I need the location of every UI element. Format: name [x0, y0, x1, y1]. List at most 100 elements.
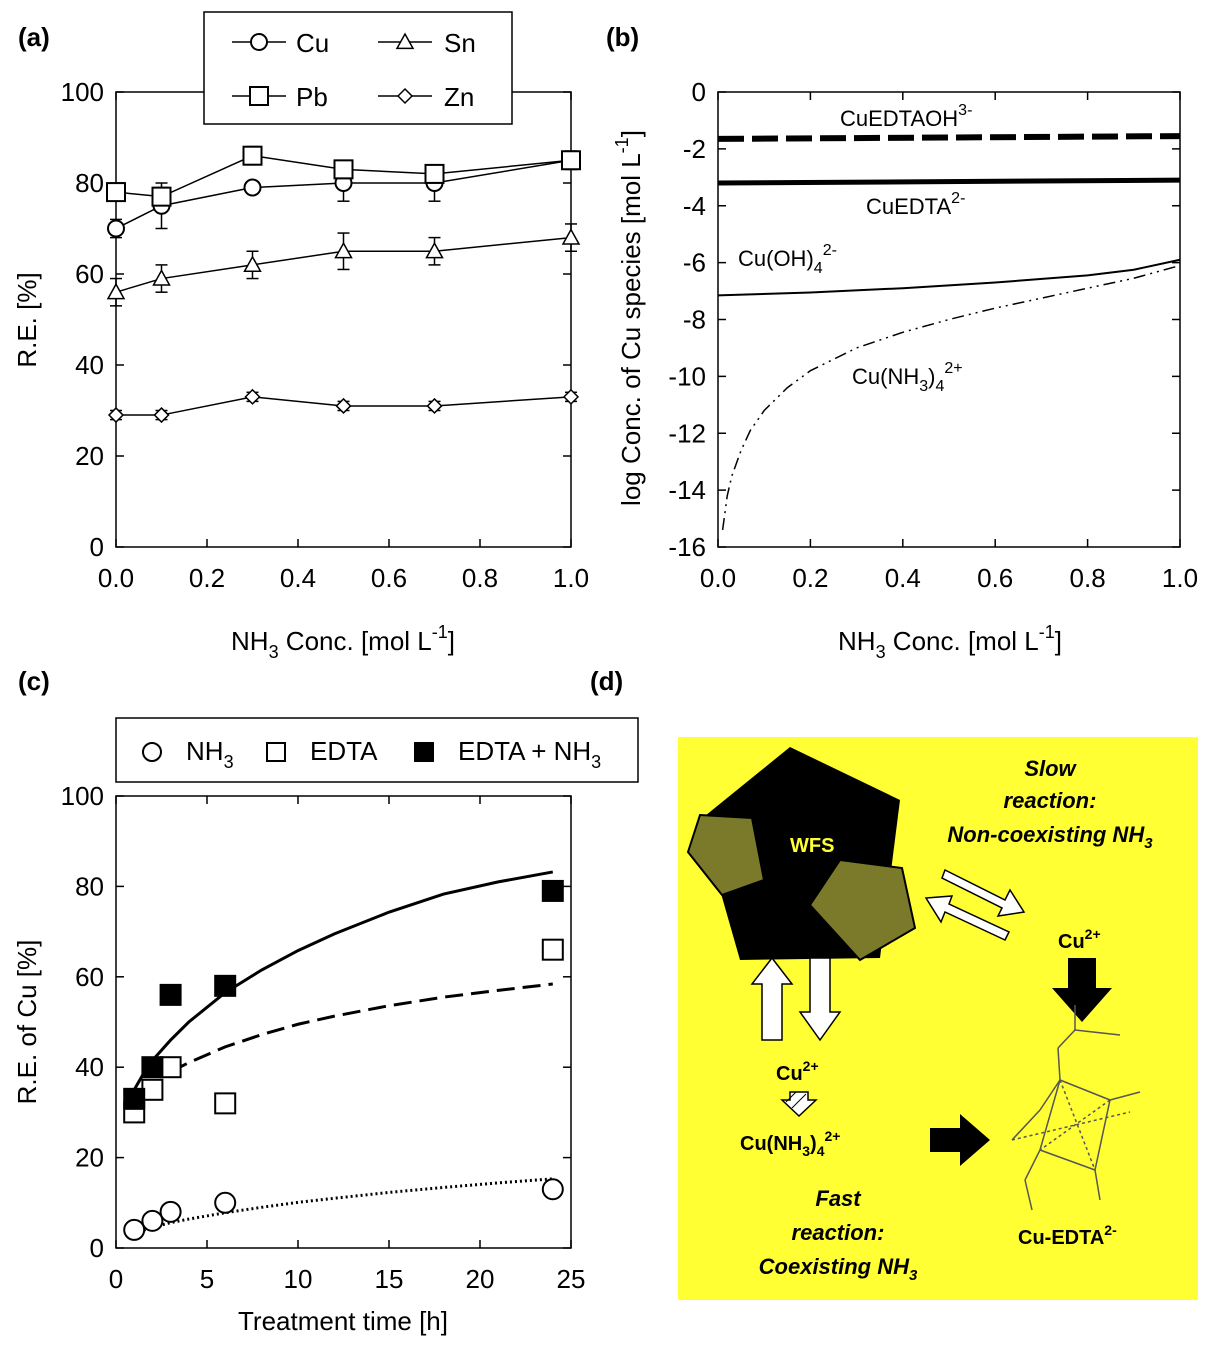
y-tick-label: -4 [683, 191, 706, 221]
legend-label-zn: Zn [444, 82, 474, 112]
cu-edta-structure-icon [1011, 1005, 1141, 1211]
point-sn [561, 228, 581, 245]
x-tick-label: 0.4 [885, 563, 921, 593]
x-tick-label: 0.6 [371, 563, 407, 593]
x-tick-label: 0.8 [1070, 563, 1106, 593]
point-zn [244, 388, 261, 405]
point-sn [152, 269, 171, 286]
point-sn [106, 282, 126, 300]
x-tick-label: 0.8 [462, 563, 498, 593]
chart-c-legend: NH3 EDTA EDTA + NH3 [115, 717, 639, 783]
y-tick-label: 100 [61, 77, 104, 107]
panel-label-c: (c) [18, 666, 50, 696]
cu-ion-right: Cu2+ [1058, 926, 1101, 953]
y-tick-label: 80 [75, 168, 104, 198]
point-sn [243, 255, 262, 273]
point-sn [425, 241, 444, 259]
y-tick-label: 40 [75, 350, 104, 380]
y-tick-label: -12 [668, 418, 706, 448]
legend-label-2: EDTA + NH3 [458, 736, 601, 772]
x-tick-label: 0.0 [98, 563, 134, 593]
series-line-sn [115, 236, 572, 293]
fit-line-0 [133, 1177, 553, 1235]
fit-line-1 [169, 982, 553, 1074]
x-tick-label: 1.0 [1162, 563, 1198, 593]
species-line-3 [721, 264, 1181, 531]
chart-c-ylabel: R.E. of Cu [%] [12, 940, 42, 1105]
legend-marker-1 [266, 742, 286, 762]
chart-b-xlabel: NH3 Conc. [mol L-1] [838, 622, 1062, 662]
x-tick-label: 0.0 [700, 563, 736, 593]
cu-edta-label: Cu-EDTA2- [1018, 1222, 1117, 1249]
legend-marker-sn [395, 32, 415, 50]
y-tick-label: -2 [683, 134, 706, 164]
point-series-0 [123, 1218, 146, 1241]
arrow-down-black-icon [1052, 958, 1112, 1022]
y-tick-label: -8 [683, 305, 706, 335]
point-pb [561, 150, 581, 171]
point-series-0 [214, 1191, 237, 1214]
point-pb [424, 163, 445, 184]
arrow-up-icon [750, 956, 794, 1041]
chart-c: 0 5 10 15 20 25 0 20 40 60 80 100 NH3 EDTA EDTA + NH3… [12, 717, 639, 1336]
y-tick-label: -14 [668, 475, 706, 505]
species-line-0 [717, 133, 1181, 142]
chart-c-series [123, 870, 564, 1241]
chart-b-frame [717, 91, 1181, 548]
slow-reaction-line2: reaction: [1004, 788, 1097, 813]
point-series-1 [141, 1078, 164, 1101]
point-series-1 [214, 1092, 237, 1115]
wfs-label: WFS [790, 835, 834, 857]
legend-marker-zn [396, 87, 414, 105]
chart-b-label-cuedta: CuEDTA2- [866, 190, 965, 219]
chart-c-frame [115, 795, 572, 1249]
y-tick-label: 20 [75, 1143, 104, 1173]
y-tick-label: 60 [75, 259, 104, 289]
species-line-2 [717, 258, 1181, 297]
panel-label-a: (a) [18, 22, 50, 52]
chart-a-xlabel: NH3 Conc. [mol L-1] [231, 622, 455, 662]
chart-b-label-cunh3: Cu(NH3)42+ [852, 360, 963, 395]
legend-label-1: EDTA [310, 736, 378, 766]
legend-marker-0 [142, 742, 162, 762]
point-zn [426, 397, 443, 415]
chart-a-ylabel: R.E. [%] [12, 272, 42, 367]
point-pb [333, 159, 354, 180]
legend-marker-pb [249, 86, 269, 106]
point-series-2 [159, 983, 182, 1006]
fast-reaction-line2: reaction: [792, 1220, 885, 1245]
x-tick-label: 0.4 [280, 563, 316, 593]
cu-ion-left: Cu2+ [776, 1058, 819, 1085]
legend-marker-cu [250, 33, 268, 51]
point-series-1 [159, 1056, 182, 1079]
chart-b-ylabel: log Conc. of Cu species [mol L-1] [612, 130, 646, 506]
y-tick-label: -6 [683, 248, 706, 278]
point-pb [242, 145, 263, 166]
y-tick-label: 0 [90, 532, 104, 562]
chart-b-series [717, 133, 1181, 531]
point-zn [107, 406, 125, 424]
point-series-2 [141, 1056, 164, 1079]
point-series-0 [141, 1209, 164, 1232]
point-pb [151, 186, 172, 207]
x-tick-label: 1.0 [553, 563, 589, 593]
chart-b-label-cuedtaoh: CuEDTAOH3- [840, 102, 972, 131]
slow-equilibrium-arrows [924, 868, 1026, 941]
y-tick-label: 20 [75, 441, 104, 471]
point-zn [335, 397, 352, 415]
fast-reaction-line3: Coexisting NH3 [759, 1254, 918, 1284]
legend-label-pb: Pb [296, 82, 328, 112]
x-tick-label: 25 [557, 1264, 586, 1294]
point-pb [106, 182, 126, 203]
point-cu [107, 219, 125, 238]
legend-marker-2 [414, 742, 434, 762]
fit-line-2 [132, 870, 554, 1091]
point-zn [153, 406, 170, 424]
x-tick-label: 15 [375, 1264, 404, 1294]
point-sn [334, 241, 353, 259]
chart-c-xlabel: Treatment time [h] [238, 1306, 448, 1336]
point-series-2 [541, 879, 564, 902]
cu-ammine-complex: Cu(NH3)42+ [740, 1128, 840, 1159]
chart-c-legend-box [115, 717, 639, 783]
panel-label-b: (b) [606, 22, 639, 52]
